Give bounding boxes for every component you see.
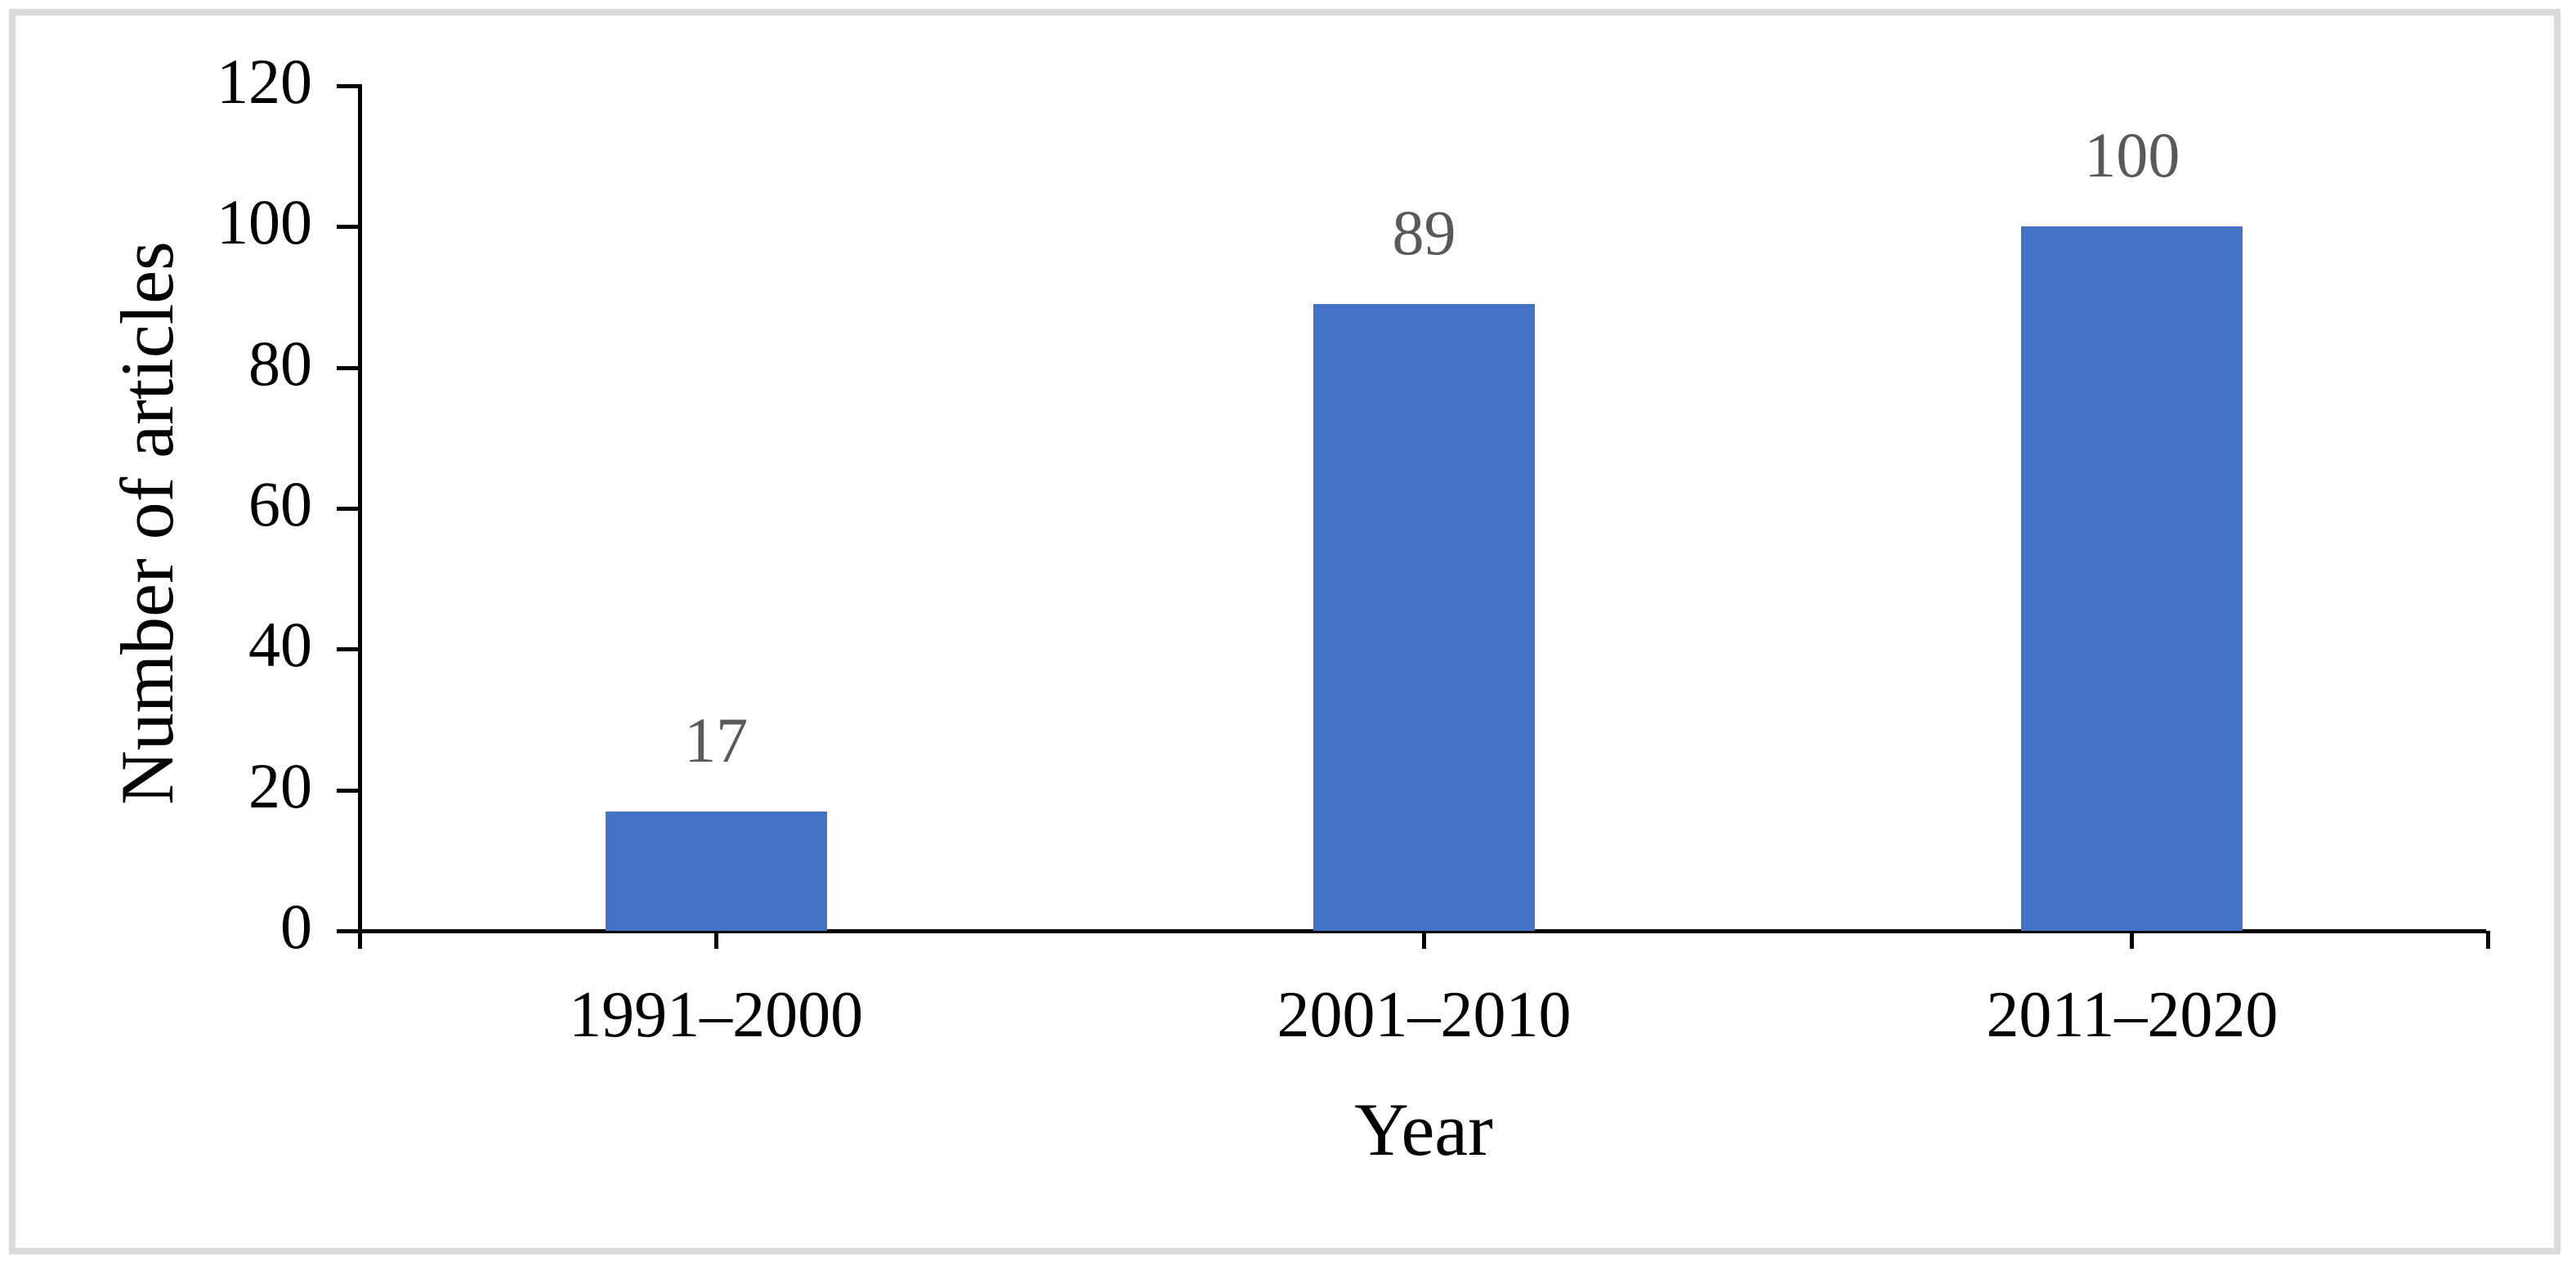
x-tick-label: 2001–2010 — [1277, 979, 1572, 1051]
y-tick-mark — [337, 84, 358, 88]
y-tick-label: 80 — [248, 327, 312, 399]
y-tick-label: 120 — [217, 46, 312, 117]
x-axis-title: Year — [1354, 1088, 1493, 1171]
y-tick-mark — [337, 788, 358, 793]
x-tick-mark — [713, 931, 718, 949]
bar-value-label: 100 — [2084, 119, 2180, 191]
y-tick-mark — [337, 647, 358, 652]
y-tick-label: 100 — [217, 186, 312, 258]
bar — [605, 811, 827, 931]
bar — [2021, 226, 2243, 931]
x-tick-label: 2011–2020 — [1986, 979, 2279, 1051]
y-tick-label: 60 — [248, 468, 312, 539]
y-tick-label: 20 — [248, 749, 312, 821]
y-tick-mark — [337, 929, 358, 933]
x-axis-end-tick — [2486, 931, 2490, 949]
y-tick-mark — [337, 365, 358, 370]
x-tick-mark — [2130, 931, 2135, 949]
y-tick-mark — [337, 225, 358, 230]
y-tick-label: 40 — [248, 609, 312, 681]
x-axis-end-tick — [358, 931, 362, 949]
y-tick-mark — [337, 507, 358, 511]
bar-value-label: 89 — [1392, 197, 1456, 269]
bar — [1313, 304, 1535, 931]
y-tick-label: 0 — [280, 891, 312, 962]
bar-value-label: 17 — [684, 704, 749, 776]
y-axis-line — [358, 84, 362, 933]
x-tick-label: 1991–2000 — [569, 979, 864, 1051]
x-tick-mark — [1422, 931, 1426, 949]
